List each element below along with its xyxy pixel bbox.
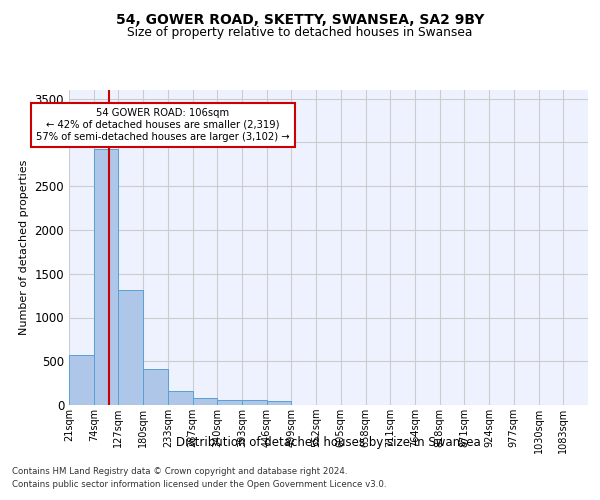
Text: 54, GOWER ROAD, SKETTY, SWANSEA, SA2 9BY: 54, GOWER ROAD, SKETTY, SWANSEA, SA2 9BY xyxy=(116,12,484,26)
Text: 54 GOWER ROAD: 106sqm
← 42% of detached houses are smaller (2,319)
57% of semi-d: 54 GOWER ROAD: 106sqm ← 42% of detached … xyxy=(36,108,290,142)
Bar xyxy=(193,398,217,405)
Bar xyxy=(242,400,267,405)
Y-axis label: Number of detached properties: Number of detached properties xyxy=(19,160,29,335)
Bar xyxy=(143,369,168,405)
Bar xyxy=(94,150,118,405)
Bar xyxy=(267,401,292,405)
Bar xyxy=(168,392,193,405)
Text: Contains HM Land Registry data © Crown copyright and database right 2024.: Contains HM Land Registry data © Crown c… xyxy=(12,467,347,476)
Bar xyxy=(118,290,143,405)
Text: Distribution of detached houses by size in Swansea: Distribution of detached houses by size … xyxy=(176,436,481,449)
Bar xyxy=(217,400,242,405)
Text: Size of property relative to detached houses in Swansea: Size of property relative to detached ho… xyxy=(127,26,473,39)
Text: Contains public sector information licensed under the Open Government Licence v3: Contains public sector information licen… xyxy=(12,480,386,489)
Bar xyxy=(69,354,94,405)
